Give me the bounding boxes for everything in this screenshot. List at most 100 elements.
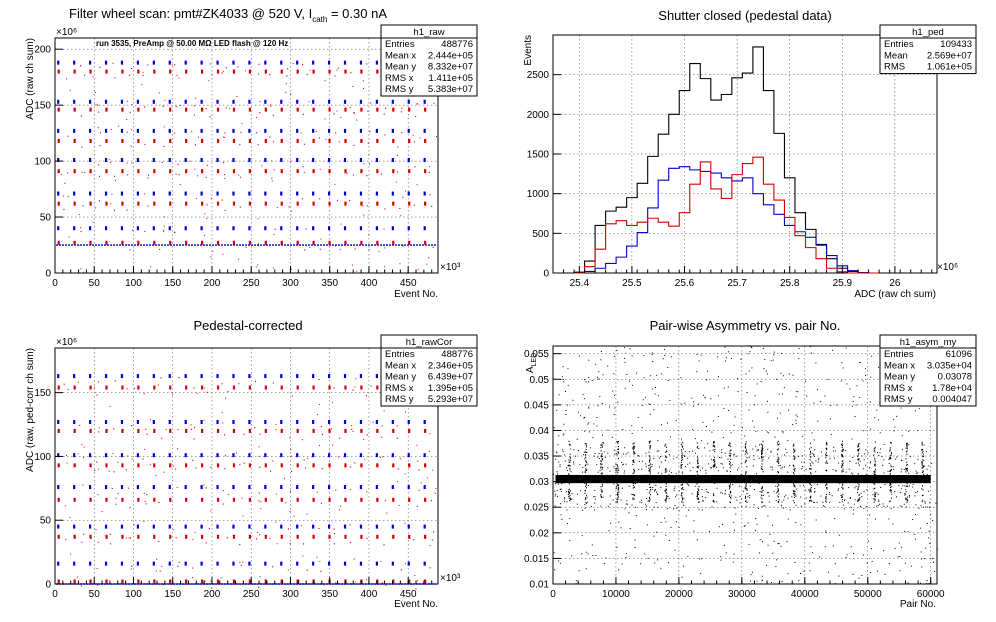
data-point [906, 461, 908, 463]
data-point [601, 444, 603, 446]
data-point [810, 499, 812, 502]
data-point [800, 505, 802, 507]
data-point [755, 473, 757, 475]
data-point [264, 534, 267, 539]
data-point [851, 472, 853, 474]
data-point [724, 346, 726, 348]
data-point [584, 479, 586, 481]
data-point [568, 459, 570, 461]
data-point [585, 460, 587, 462]
data-point [841, 454, 843, 456]
data-point [841, 480, 843, 482]
data-point [795, 495, 797, 497]
data-point [810, 484, 812, 486]
data-point [809, 442, 811, 444]
data-point [932, 520, 934, 522]
data-point [666, 470, 668, 472]
data-point [756, 450, 758, 452]
data-point [569, 467, 571, 469]
data-point [617, 442, 619, 444]
data-point [649, 464, 651, 466]
data-point [797, 391, 799, 393]
data-point [635, 515, 637, 517]
data-point [194, 244, 196, 246]
data-point [874, 474, 876, 476]
data-point [696, 442, 698, 444]
data-point [334, 75, 336, 77]
data-point [561, 518, 563, 520]
data-point [871, 355, 873, 357]
data-point [729, 443, 731, 445]
data-point [589, 447, 591, 449]
data-point [641, 427, 643, 429]
data-point [767, 492, 769, 494]
data-point [248, 240, 251, 245]
data-point [120, 226, 124, 231]
y-tick-label: 0.025 [524, 503, 549, 514]
data-point [890, 469, 892, 471]
data-point [93, 387, 95, 389]
data-point [681, 471, 683, 473]
data-point [730, 492, 732, 494]
data-point [168, 128, 171, 133]
data-point [302, 543, 304, 545]
data-point [120, 524, 124, 529]
data-point [825, 462, 827, 464]
data-point [779, 412, 781, 414]
data-point [744, 482, 746, 484]
data-point [873, 473, 875, 475]
data-point [681, 452, 683, 454]
data-point [813, 501, 815, 503]
data-point [810, 473, 812, 475]
data-point [874, 417, 876, 419]
data-point [921, 461, 923, 463]
plot-frame-cor [54, 347, 439, 585]
data-point [209, 116, 211, 118]
data-point [185, 169, 188, 174]
data-point [858, 498, 860, 500]
data-point [890, 452, 892, 454]
data-point [698, 465, 700, 467]
data-point [289, 490, 292, 492]
data-point [404, 411, 406, 413]
data-point [255, 266, 257, 268]
data-point [137, 497, 140, 502]
data-point [228, 493, 230, 495]
data-point [841, 443, 843, 445]
data-point [558, 435, 560, 437]
data-point [758, 482, 760, 484]
data-point [258, 446, 260, 448]
data-point [825, 500, 827, 502]
data-point [600, 472, 602, 474]
data-point [142, 74, 144, 76]
data-point [200, 240, 204, 245]
data-point [794, 492, 796, 494]
data-point [649, 499, 651, 501]
data-point [899, 505, 901, 507]
data-point [621, 563, 623, 565]
x-tick-label: 25.6 [675, 278, 695, 289]
data-point [779, 465, 781, 467]
data-point [245, 70, 247, 72]
data-point [331, 428, 333, 430]
data-point [697, 403, 699, 405]
data-point [665, 489, 667, 491]
data-point [858, 458, 860, 461]
data-point [232, 524, 235, 529]
data-point [73, 99, 76, 104]
data-point [696, 353, 698, 355]
data-point [296, 69, 299, 74]
data-point [673, 490, 675, 492]
data-point [906, 498, 908, 501]
data-point [681, 454, 683, 456]
data-point [649, 455, 651, 457]
data-point [767, 448, 769, 450]
data-point [360, 138, 363, 143]
data-point [859, 505, 861, 507]
data-point [778, 393, 780, 395]
data-point [648, 455, 650, 457]
data-point [221, 412, 223, 414]
data-point [192, 567, 194, 569]
data-point [571, 493, 573, 495]
data-point [308, 101, 310, 103]
